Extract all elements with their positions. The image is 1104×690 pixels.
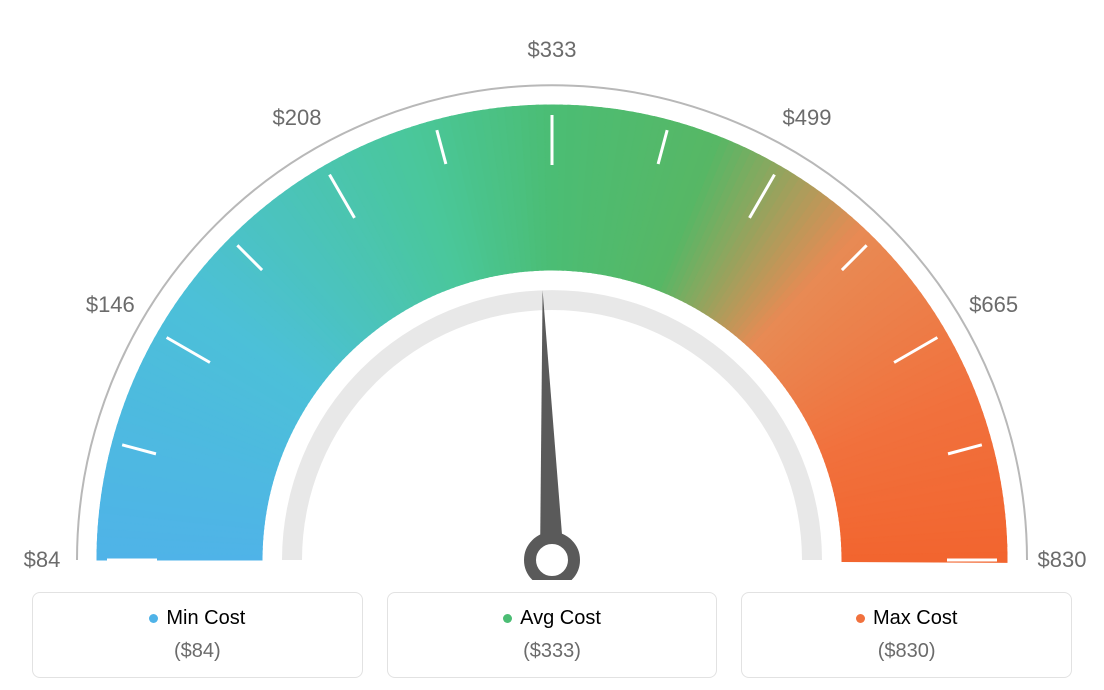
legend-value-max: ($830) [752,640,1061,663]
legend-title-min: Min Cost [43,607,352,630]
legend-dot-min [149,614,158,623]
gauge-tick-label: $665 [969,292,1018,318]
gauge-tick-label: $499 [783,105,832,131]
legend-label-avg: Avg Cost [520,607,601,629]
gauge-area: $84 $146 $208 $333 $499 $665 $830 [0,0,1104,580]
gauge-tick-label: $830 [1038,547,1087,573]
legend-dot-avg [503,614,512,623]
cost-gauge-chart: $84 $146 $208 $333 $499 $665 $830 Min Cost ($8… [0,0,1104,690]
legend-title-max: Max Cost [752,607,1061,630]
legend-label-max: Max Cost [873,607,957,629]
gauge-tick-label: $333 [528,37,577,63]
legend-card-max: Max Cost ($830) [741,592,1072,678]
gauge-tick-label: $84 [24,547,61,573]
legend-value-min: ($84) [43,640,352,663]
gauge-tick-label: $208 [273,105,322,131]
legend-card-avg: Avg Cost ($333) [387,592,718,678]
legend-title-avg: Avg Cost [398,607,707,630]
legend-label-min: Min Cost [166,607,245,629]
legend-dot-max [856,614,865,623]
gauge-tick-label: $146 [86,292,135,318]
legend-row: Min Cost ($84) Avg Cost ($333) Max Cost … [0,592,1104,678]
legend-value-avg: ($333) [398,640,707,663]
legend-card-min: Min Cost ($84) [32,592,363,678]
gauge-svg [0,0,1104,580]
